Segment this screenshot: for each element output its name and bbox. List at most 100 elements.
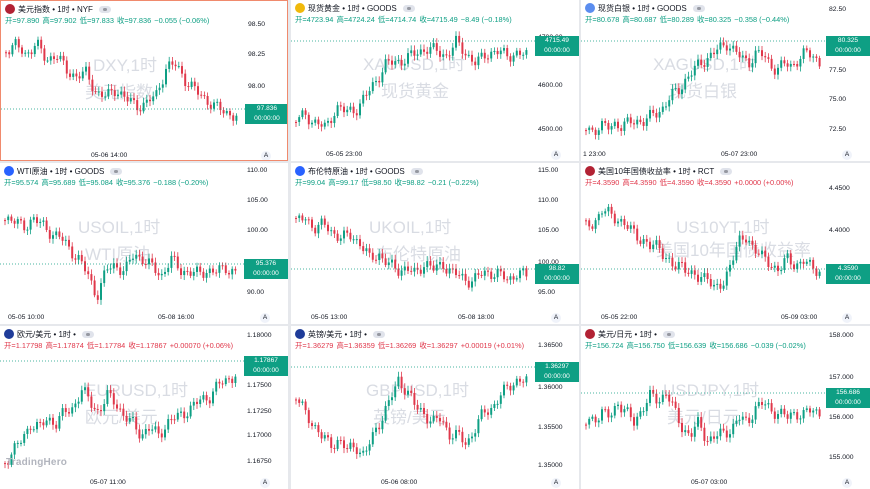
panel-title[interactable]: 美元指数 • 1时 • NYF	[18, 4, 93, 14]
candle-body	[29, 428, 32, 430]
visibility-eye-icon[interactable]	[110, 167, 123, 175]
candle-body	[448, 268, 451, 274]
panel-title[interactable]: WTI原油 • 1时 • GOODS	[17, 166, 105, 176]
auto-scale-button[interactable]: A	[551, 478, 561, 488]
panel-header[interactable]: 美元指数 • 1时 • NYF	[5, 3, 111, 15]
time-axis[interactable]: 1 23:00 05-07 23:00	[581, 149, 826, 161]
panel-title[interactable]: 英镑/美元 • 1时 •	[308, 329, 367, 339]
candle-body	[365, 94, 368, 96]
candle-body	[480, 274, 483, 276]
time-axis[interactable]: 05-05 10:00 05-08 16:00	[0, 312, 244, 324]
price-axis[interactable]: 115.00 110.00 105.00 100.00 95.00 98.82 00:00:…	[535, 163, 579, 312]
candle-body	[26, 428, 29, 434]
panel-title[interactable]: 现货黄金 • 1时 • GOODS	[308, 3, 397, 13]
candlestick-plot[interactable]	[0, 163, 244, 312]
candlestick-plot[interactable]	[581, 0, 826, 149]
visibility-eye-icon[interactable]	[720, 167, 733, 175]
price-axis[interactable]: 1.36500 1.36000 1.35500 1.35000 1.36297 00:00…	[535, 326, 579, 477]
candle-body	[732, 45, 735, 49]
auto-scale-button[interactable]: A	[551, 150, 561, 160]
visibility-eye-icon[interactable]	[402, 4, 415, 12]
price-axis[interactable]: 110.00 105.00 100.00 90.00 95.376 00:00:00	[244, 163, 288, 312]
candle-body	[394, 61, 397, 65]
time-axis[interactable]: 05-05 13:00 05-08 18:00	[291, 312, 535, 324]
panel-header[interactable]: 美元/日元 • 1时 •	[585, 328, 675, 340]
time-axis[interactable]: 05-07 03:00	[581, 477, 826, 489]
candle-body	[461, 431, 464, 443]
auto-scale-button[interactable]: A	[260, 478, 270, 488]
candle-body	[84, 261, 86, 272]
chart-panel-usdjpy[interactable]: USDJPY,1时 美元/日元 美元/日元 • 1时 • 开=156.724 高=156…	[581, 326, 870, 489]
price-axis[interactable]: 4.4500 4.4000 4.3590 00:00:00	[826, 163, 870, 312]
panel-header[interactable]: 欧元/美元 • 1时 •	[4, 328, 94, 340]
auto-scale-button[interactable]: A	[842, 478, 852, 488]
price-axis[interactable]: 1.18000 1.17500 1.17250 1.17000 1.16750 1.178…	[244, 326, 288, 477]
candle-body	[455, 35, 457, 48]
candle-body	[119, 408, 122, 410]
candle-body	[304, 219, 307, 221]
panel-title[interactable]: 布伦特原油 • 1时 • GOODS	[308, 166, 405, 176]
visibility-eye-icon[interactable]	[692, 4, 705, 12]
time-axis[interactable]: 05-07 11:00	[0, 477, 244, 489]
panel-header[interactable]: 布伦特原油 • 1时 • GOODS	[295, 165, 423, 177]
price-axis[interactable]: 158.000 157.000 156.000 155.000 156.686 00:00…	[826, 326, 870, 477]
panel-title[interactable]: 现货白银 • 1时 • GOODS	[598, 3, 687, 13]
candlestick-plot[interactable]	[1, 1, 245, 150]
chart-panel-gbpusd[interactable]: GBPUSD,1时 英镑/美元 英镑/美元 • 1时 • 开=1.36279 高=1.3…	[291, 326, 579, 489]
candlestick-plot[interactable]	[291, 326, 535, 477]
candlestick-plot[interactable]	[291, 163, 535, 312]
panel-title[interactable]: 美元/日元 • 1时 •	[598, 329, 657, 339]
time-axis[interactable]: 05-06 14:00	[1, 150, 245, 160]
chart-panel-xau[interactable]: XAUUSD,1时 现货黄金 现货黄金 • 1时 • GOODS 开=4723.94 高…	[291, 0, 579, 161]
candlestick-plot[interactable]	[0, 326, 244, 477]
panel-title[interactable]: 欧元/美元 • 1时 •	[17, 329, 76, 339]
candle-body	[588, 127, 591, 131]
visibility-eye-icon[interactable]	[98, 5, 111, 13]
chart-panel-wti[interactable]: USOIL,1时 WTI原油 WTI原油 • 1时 • GOODS 开=95.574 高…	[0, 163, 288, 324]
time-axis[interactable]: 05-05 22:00 05-09 03:00	[581, 312, 826, 324]
candlestick-plot[interactable]	[291, 0, 535, 149]
auto-scale-button[interactable]: A	[842, 150, 852, 160]
time-axis[interactable]: 05-06 08:00	[291, 477, 535, 489]
candle-body	[623, 219, 626, 226]
visibility-eye-icon[interactable]	[372, 330, 385, 338]
candlestick-plot[interactable]	[581, 326, 826, 477]
candle-body	[757, 402, 760, 407]
auto-scale-button[interactable]: A	[842, 313, 852, 323]
visibility-eye-icon[interactable]	[662, 330, 675, 338]
visibility-eye-icon[interactable]	[81, 330, 94, 338]
candle-body	[499, 269, 502, 272]
auto-scale-button[interactable]: A	[261, 151, 271, 160]
panel-header[interactable]: 现货黄金 • 1时 • GOODS	[295, 2, 415, 14]
candle-body	[154, 426, 157, 430]
candle-body	[193, 81, 196, 87]
candle-body	[738, 51, 741, 58]
panel-header[interactable]: WTI原油 • 1时 • GOODS	[4, 165, 123, 177]
candle-body	[359, 452, 361, 455]
candle-body	[604, 121, 607, 123]
price-tick-label: 1.17500	[247, 382, 272, 389]
ohlc-c: 收=4715.49	[419, 15, 458, 24]
candle-body	[661, 248, 664, 260]
candle-body	[522, 54, 525, 56]
visibility-eye-icon[interactable]	[410, 167, 423, 175]
chart-panel-dxy[interactable]: DXY,1时 美元指数 美元指数 • 1时 • NYF 开=97.890 高=97.90…	[0, 0, 288, 161]
auto-scale-button[interactable]: A	[551, 313, 561, 323]
candle-body	[503, 271, 505, 280]
chart-panel-brent[interactable]: UKOIL,1时 布伦特原油 布伦特原油 • 1时 • GOODS 开=99.04 高=…	[291, 163, 579, 324]
candle-body	[7, 216, 10, 221]
panel-title[interactable]: 美国10年国债收益率 • 1时 • RCT	[598, 166, 715, 176]
candlestick-plot[interactable]	[581, 163, 826, 312]
auto-scale-button[interactable]: A	[260, 313, 270, 323]
chart-panel-us10y[interactable]: US10YT,1时 美国10年国债收益率 美国10年国债收益率 • 1时 • RCT…	[581, 163, 870, 324]
candle-body	[74, 403, 77, 408]
panel-header[interactable]: 美国10年国债收益率 • 1时 • RCT	[585, 165, 733, 177]
panel-header[interactable]: 现货白银 • 1时 • GOODS	[585, 2, 705, 14]
time-axis[interactable]: 05-05 23:00	[291, 149, 535, 161]
chart-panel-xag[interactable]: XAGUSD,1时 现货白银 现货白银 • 1时 • GOODS 开=80.678 高=…	[581, 0, 870, 161]
panel-header[interactable]: 英镑/美元 • 1时 •	[295, 328, 385, 340]
candle-body	[748, 417, 751, 423]
